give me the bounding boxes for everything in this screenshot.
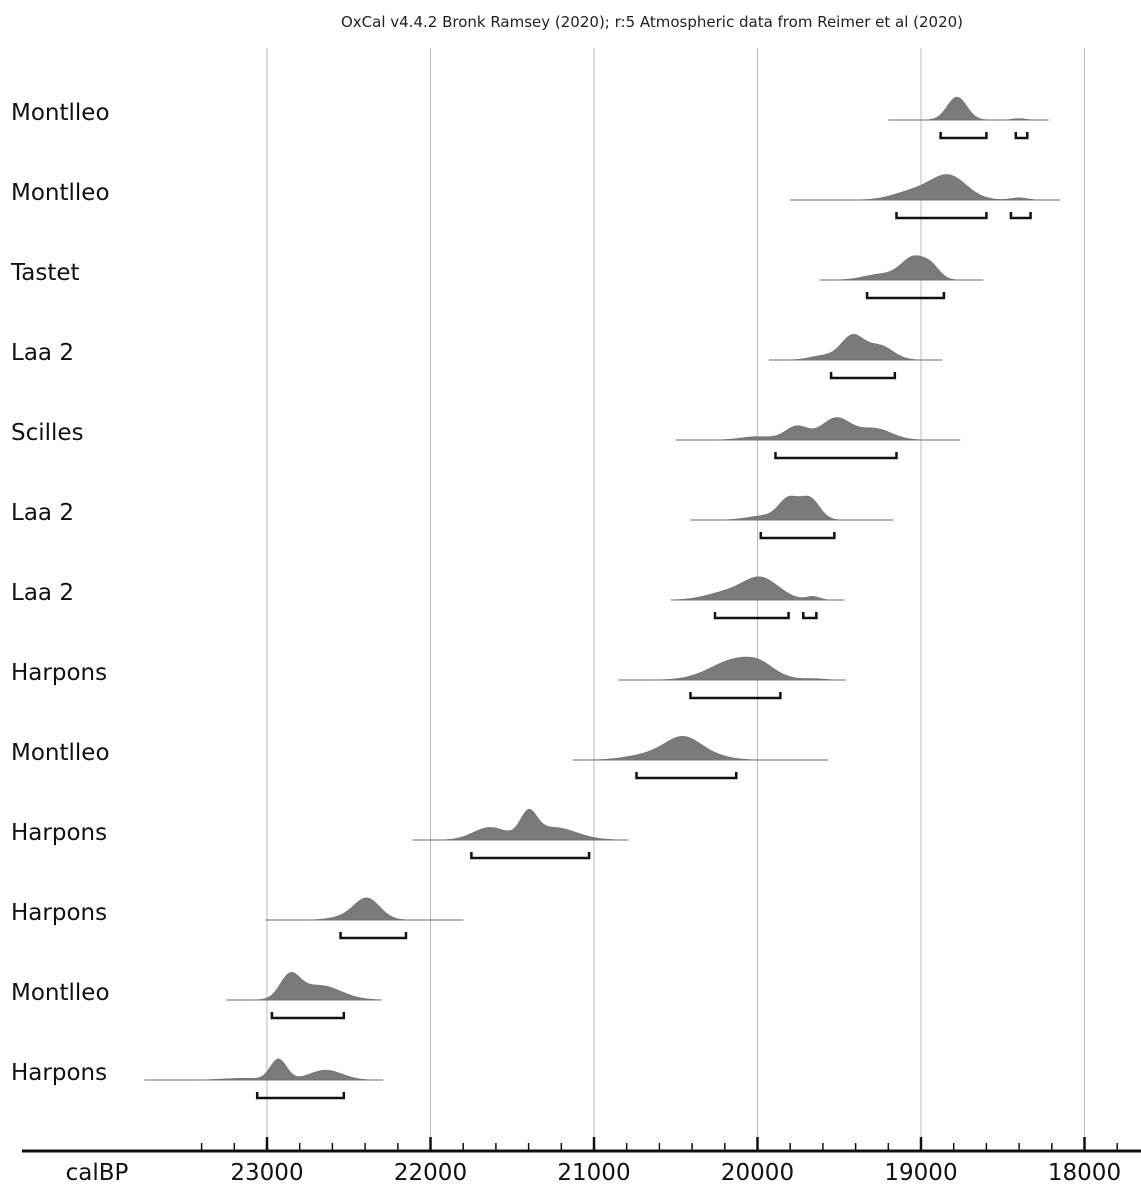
hpd-range-bracket [759, 532, 836, 540]
sample-row: Montlleo [11, 972, 382, 1020]
sample-label: Scilles [11, 420, 84, 446]
hpd-range-bracket [939, 132, 988, 140]
grid-lines [266, 48, 1085, 1151]
sample-row: Scilles [11, 417, 961, 460]
probability-distribution [670, 576, 845, 601]
sample-label: Harpons [11, 660, 107, 686]
hpd-range-bracket [774, 452, 898, 460]
probability-distribution [675, 417, 961, 441]
hpd-range-bracket [713, 612, 790, 620]
probability-distribution [572, 736, 828, 761]
probability-distribution [265, 897, 464, 921]
probability-distribution [412, 808, 629, 841]
sample-label: Laa 2 [11, 580, 74, 606]
probability-distribution [768, 334, 943, 361]
sample-row: Harpons [11, 656, 846, 700]
sample-row: Laa 2 [11, 495, 894, 540]
sample-label: Harpons [11, 1060, 107, 1086]
probability-distribution [790, 174, 1060, 201]
sample-label: Montlleo [11, 180, 110, 206]
probability-distribution [144, 1058, 384, 1081]
tick-label-18000: 18000 [1048, 1160, 1121, 1186]
sample-row: Harpons [11, 808, 629, 860]
probability-distribution [618, 656, 846, 681]
sample-row: Montlleo [11, 174, 1060, 220]
hpd-range-bracket [865, 292, 946, 300]
sample-row: Tastet [10, 255, 984, 300]
sample-label: Montlleo [11, 740, 110, 766]
sample-label: Harpons [11, 900, 107, 926]
probability-distribution [690, 495, 894, 521]
hpd-range-bracket [470, 852, 591, 860]
sample-row: Montlleo [11, 96, 1049, 140]
hpd-range-bracket [802, 612, 818, 620]
sample-label: Montlleo [11, 100, 110, 126]
probability-distribution [819, 255, 984, 281]
probability-distribution [226, 972, 382, 1001]
sample-label: Tastet [10, 260, 80, 286]
sample-row: Montlleo [11, 736, 828, 780]
sample-label: Montlleo [11, 980, 110, 1006]
x-axis: calBP 23000 22000 21000 20000 19000 18000 [22, 1137, 1141, 1186]
hpd-range-bracket [1014, 132, 1029, 140]
tick-label-23000: 23000 [230, 1160, 303, 1186]
sample-label: Laa 2 [11, 340, 74, 366]
hpd-range-bracket [270, 1012, 346, 1020]
hpd-range-bracket [689, 692, 782, 700]
hpd-range-bracket [895, 212, 988, 220]
distribution-rows: Montlleo Montlleo Tastet Laa 2 Scilles Laa 2 L… [10, 96, 1060, 1100]
sample-row: Harpons [11, 897, 464, 940]
tick-label-19000: 19000 [884, 1160, 957, 1186]
sample-row: Laa 2 [11, 334, 943, 380]
hpd-range-bracket [1009, 212, 1032, 220]
hpd-range-bracket [635, 772, 738, 780]
chart-title: OxCal v4.4.2 Bronk Ramsey (2020); r:5 At… [341, 13, 963, 31]
hpd-range-bracket [255, 1092, 346, 1100]
tick-label-20000: 20000 [721, 1160, 794, 1186]
sample-label: Harpons [11, 820, 107, 846]
sample-row: Laa 2 [11, 576, 845, 620]
x-axis-label: calBP [66, 1160, 129, 1186]
probability-distribution [888, 96, 1049, 121]
sample-row: Harpons [11, 1058, 384, 1100]
hpd-range-bracket [829, 372, 897, 380]
sample-label: Laa 2 [11, 500, 74, 526]
hpd-range-bracket [339, 932, 408, 940]
tick-label-22000: 22000 [394, 1160, 467, 1186]
tick-label-21000: 21000 [557, 1160, 630, 1186]
